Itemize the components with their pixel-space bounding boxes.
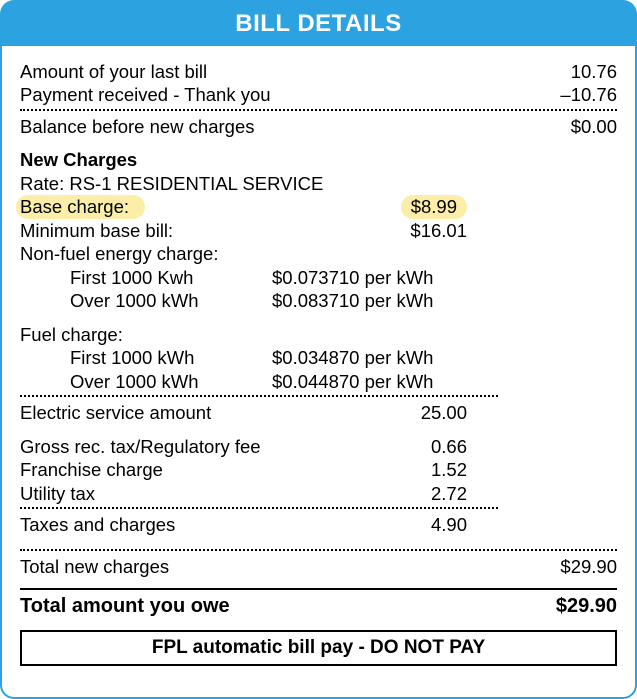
row-rate: Rate: RS-1 RESIDENTIAL SERVICE: [20, 172, 617, 195]
row-taxes-total: Taxes and charges 4.90: [20, 513, 617, 536]
base-charge-value-wrap: $8.99: [401, 195, 467, 218]
taxes-total-value: 4.90: [431, 513, 467, 536]
bill-container: BILL DETAILS Amount of your last bill 10…: [0, 0, 637, 699]
payment-value: –10.76: [560, 83, 617, 106]
tax-row-2: Utility tax 2.72: [20, 482, 617, 505]
row-total-new: Total new charges $29.90: [20, 555, 617, 578]
row-payment: Payment received - Thank you –10.76: [20, 83, 617, 106]
bill-header: BILL DETAILS: [0, 0, 637, 46]
nonfuel-tier1-label: Over 1000 kWh: [20, 289, 199, 312]
min-base-value: $16.01: [410, 219, 467, 242]
row-min-base: Minimum base bill: $16.01: [20, 219, 617, 242]
nonfuel-tier-1: Over 1000 kWh $0.083710 per kWh: [20, 289, 617, 312]
tax-row-1: Franchise charge 1.52: [20, 458, 617, 481]
electric-service-value: 25.00: [421, 401, 467, 424]
new-charges-heading: New Charges: [20, 148, 617, 171]
last-bill-value: 10.76: [571, 60, 617, 83]
fuel-tier0-label: First 1000 kWh: [20, 346, 194, 369]
tax-row-0: Gross rec. tax/Regulatory fee 0.66: [20, 435, 617, 458]
balance-label: Balance before new charges: [20, 115, 254, 138]
nonfuel-tier-0: First 1000 Kwh $0.073710 per kWh: [20, 266, 617, 289]
electric-service-label: Electric service amount: [20, 401, 211, 424]
total-due-value: $29.90: [556, 594, 617, 619]
divider: [20, 109, 617, 111]
row-electric-service: Electric service amount 25.00: [20, 401, 617, 424]
base-charge-label: Base charge:: [16, 195, 145, 218]
fuel-tier-1: Over 1000 kWh $0.044870 per kWh: [20, 370, 617, 393]
tax0-label: Gross rec. tax/Regulatory fee: [20, 435, 261, 458]
nonfuel-tier0-label: First 1000 Kwh: [20, 266, 193, 289]
taxes-total-label: Taxes and charges: [20, 513, 175, 536]
pay-notice-box: FPL automatic bill pay - DO NOT PAY: [20, 630, 617, 666]
rate-value: RS-1 RESIDENTIAL SERVICE: [69, 173, 323, 194]
fuel-tier1-rate: $0.044870 per kWh: [272, 370, 433, 393]
fuel-heading: Fuel charge:: [20, 323, 617, 346]
fuel-tier1-label: Over 1000 kWh: [20, 370, 199, 393]
min-base-label: Minimum base bill:: [20, 219, 173, 242]
total-due-label: Total amount you owe: [20, 594, 230, 619]
fuel-tier0-rate: $0.034870 per kWh: [272, 346, 433, 369]
base-charge-value: $8.99: [401, 195, 467, 218]
fuel-tier-0: First 1000 kWh $0.034870 per kWh: [20, 346, 617, 369]
total-new-value: $29.90: [560, 555, 617, 578]
total-new-label: Total new charges: [20, 555, 169, 578]
header-title: BILL DETAILS: [235, 10, 401, 37]
row-balance: Balance before new charges $0.00: [20, 115, 617, 138]
divider: [20, 395, 498, 397]
last-bill-label: Amount of your last bill: [20, 60, 207, 83]
nonfuel-heading: Non-fuel energy charge:: [20, 242, 617, 265]
nonfuel-tier1-rate: $0.083710 per kWh: [272, 289, 433, 312]
row-base-charge: Base charge: $8.99: [20, 195, 617, 218]
tax2-label: Utility tax: [20, 482, 95, 505]
pay-notice-text: FPL automatic bill pay - DO NOT PAY: [152, 637, 485, 658]
tax2-value: 2.72: [431, 482, 467, 505]
tax1-label: Franchise charge: [20, 458, 163, 481]
bill-body: Amount of your last bill 10.76 Payment r…: [0, 46, 637, 699]
tax0-value: 0.66: [431, 435, 467, 458]
divider: [20, 549, 617, 551]
row-total-due: Total amount you owe $29.90: [20, 594, 617, 619]
balance-value: $0.00: [571, 115, 617, 138]
tax1-value: 1.52: [431, 458, 467, 481]
row-last-bill: Amount of your last bill 10.76: [20, 60, 617, 83]
rate-label: Rate:: [20, 173, 64, 194]
nonfuel-tier0-rate: $0.073710 per kWh: [272, 266, 433, 289]
payment-label: Payment received - Thank you: [20, 83, 271, 106]
divider: [20, 507, 498, 509]
